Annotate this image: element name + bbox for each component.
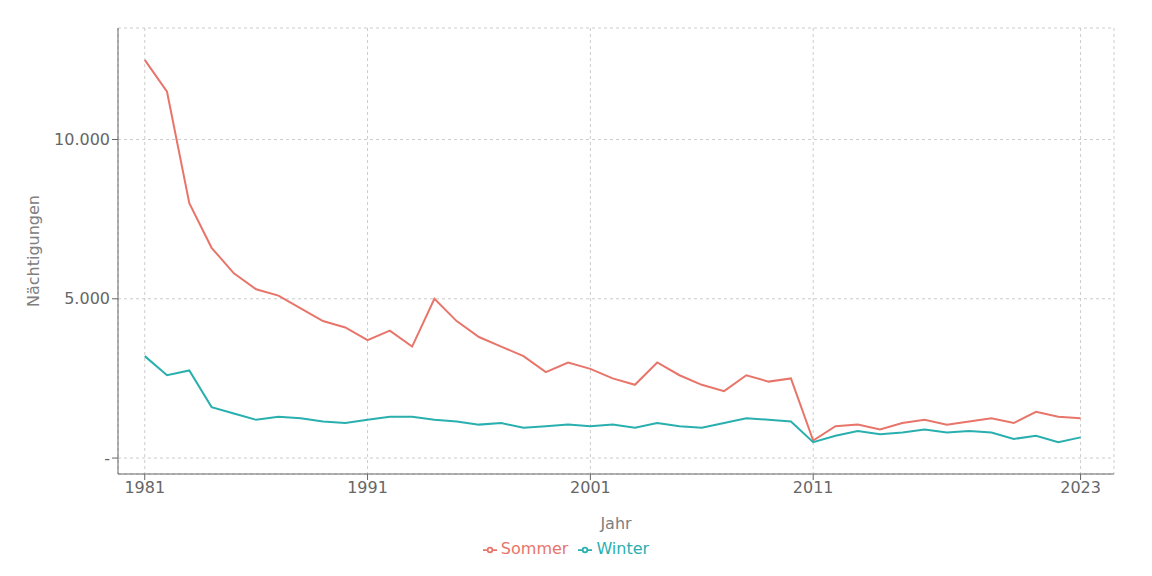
svg-text:2023: 2023: [1060, 478, 1101, 497]
svg-text:2011: 2011: [793, 478, 834, 497]
html-text:Sommer: Sommer: [500, 539, 569, 558]
svg-text:-: -: [104, 449, 110, 468]
svg-text:Jahr: Jahr: [599, 514, 632, 533]
svg-text:5.000: 5.000: [64, 289, 110, 308]
svg-text:Nächtigungen: Nächtigungen: [24, 195, 43, 307]
html-text:Winter: Winter: [596, 539, 650, 558]
svg-text:1991: 1991: [347, 478, 388, 497]
svg-text:2001: 2001: [570, 478, 611, 497]
svg-text:1981: 1981: [124, 478, 165, 497]
svg-text:10.000: 10.000: [54, 130, 110, 149]
